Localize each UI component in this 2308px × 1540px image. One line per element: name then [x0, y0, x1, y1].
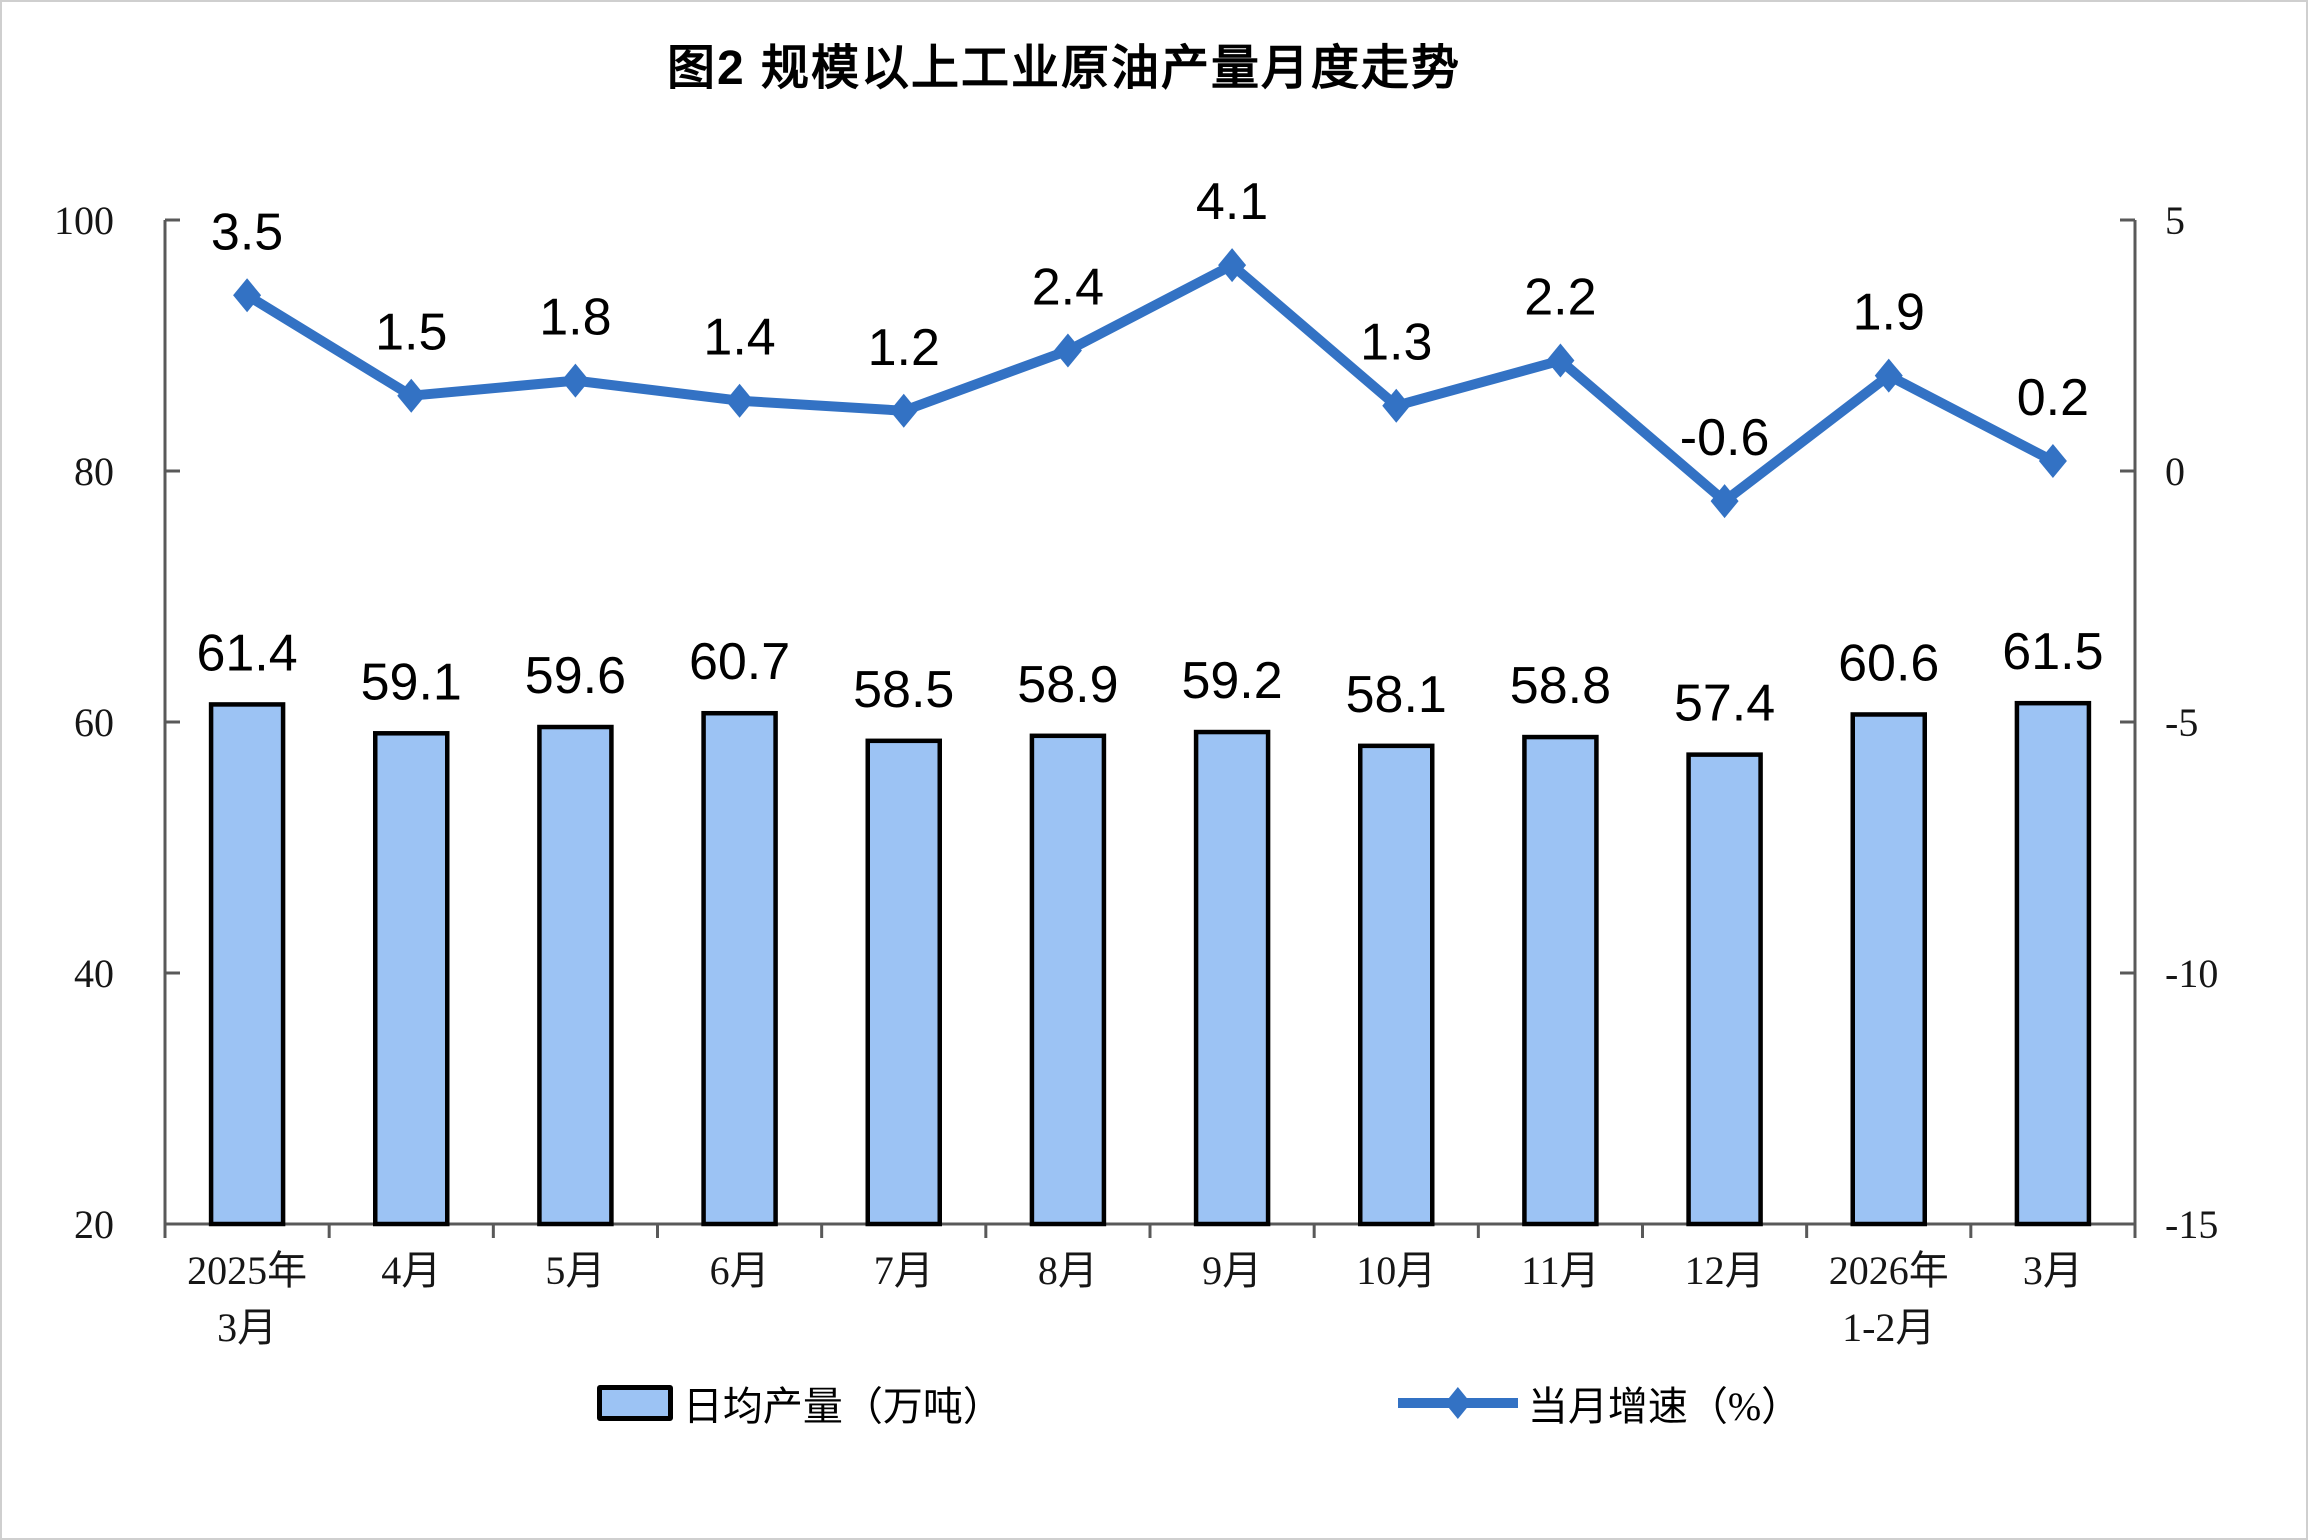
line-value-label: 1.8: [539, 289, 611, 347]
line-value-label: -0.6: [1680, 409, 1770, 467]
bar: [2014, 700, 2092, 1227]
legend-item-bar: 日均产量（万吨）: [596, 1374, 1003, 1432]
left-axis-tick-label: 100: [54, 198, 114, 243]
line-point-marker: [1053, 333, 1082, 368]
x-axis-category-label: 8月: [1038, 1248, 1098, 1293]
line-value-label: 2.4: [1032, 259, 1104, 317]
right-axis-tick-label: 0: [2165, 449, 2185, 494]
chart-title: 图2 规模以上工业原油产量月度走势: [666, 42, 1462, 95]
bar: [865, 738, 942, 1227]
left-axis-tick-label: 20: [74, 1202, 114, 1247]
bar: [1686, 752, 1763, 1227]
bar-value-label: 60.6: [1838, 634, 1939, 692]
line-value-label: 3.5: [211, 203, 283, 261]
x-axis-category-label: 10月: [1356, 1248, 1436, 1293]
bar-value-label: 61.5: [2002, 623, 2103, 681]
line-point-marker: [889, 393, 918, 428]
line-point-marker: [561, 363, 590, 398]
line-value-label: 0.2: [2017, 369, 2089, 427]
line-point-marker: [233, 278, 262, 313]
line-series-diamond-icon: [1444, 1387, 1471, 1419]
chart-legend: 日均产量（万吨） 当月增速（%）: [2, 1374, 2306, 1432]
x-axis-category-label: 9月: [1202, 1248, 1262, 1293]
x-axis-category-label: 6月: [710, 1248, 770, 1293]
x-axis-category-label: 4月: [381, 1248, 441, 1293]
bar: [1193, 729, 1271, 1227]
bar-value-label: 58.8: [1510, 657, 1611, 715]
line-value-label: 1.4: [703, 309, 775, 367]
line-value-label: 4.1: [1196, 173, 1268, 231]
x-axis-category-label: 3月: [2023, 1248, 2083, 1293]
right-axis-tick-label: -10: [2165, 951, 2218, 996]
bar: [1358, 743, 1435, 1227]
bar: [537, 724, 614, 1227]
bar-value-label: 58.5: [853, 661, 954, 719]
bar-value-label: 57.4: [1674, 675, 1775, 733]
bar-value-label: 60.7: [689, 633, 790, 691]
bar: [1522, 734, 1599, 1227]
line-value-label: 2.2: [1524, 269, 1596, 327]
x-axis-category-label: 11月: [1521, 1248, 1600, 1293]
line-point-marker: [1218, 248, 1247, 283]
line-series-swatch: [1397, 1387, 1518, 1419]
growth-line: [242, 260, 2058, 507]
bar: [208, 702, 286, 1227]
line-point-marker: [397, 378, 426, 413]
x-axis-category-label: 2026年 1-2月: [1829, 1248, 1949, 1350]
x-axis-category-label: 5月: [545, 1248, 605, 1293]
bar-value-label: 59.1: [361, 653, 462, 711]
line-point-marker: [1874, 358, 1903, 393]
bar-value-label: 59.6: [525, 647, 626, 705]
line-point-marker: [725, 383, 754, 418]
right-axis-tick-label: -5: [2165, 700, 2198, 745]
line-point-marker: [1382, 388, 1411, 423]
bar-value-label: 58.9: [1017, 656, 1118, 714]
bar: [1029, 733, 1107, 1227]
line-point-marker: [2038, 443, 2067, 478]
bar: [701, 710, 778, 1227]
left-axis-tick-label: 40: [74, 951, 114, 996]
x-axis-category-label: 2025年 3月: [187, 1248, 307, 1350]
line-series-label: 当月增速（%）: [1527, 1384, 1802, 1429]
left-axis-tick-label: 80: [74, 449, 114, 494]
right-axis-tick-label: -15: [2165, 1202, 2218, 1247]
bar-series-label: 日均产量（万吨）: [682, 1384, 1003, 1429]
line-value-label: 1.5: [375, 304, 447, 362]
line-value-label: 1.3: [1360, 314, 1432, 372]
x-axis-category-label: 7月: [874, 1248, 934, 1293]
line-point-marker: [1546, 343, 1575, 378]
line-value-label: 1.9: [1853, 284, 1925, 342]
legend-item-line: 当月增速（%）: [1397, 1374, 1802, 1432]
line-point-marker: [1710, 484, 1739, 519]
bar: [1850, 712, 1927, 1227]
line-value-label: 1.2: [868, 319, 940, 377]
right-axis-tick-label: 5: [2165, 198, 2185, 243]
bar-series-swatch: [596, 1385, 673, 1421]
bar-value-label: 61.4: [196, 624, 297, 682]
bar: [373, 731, 450, 1227]
x-axis-category-label: 12月: [1685, 1248, 1765, 1293]
left-axis-tick-label: 60: [74, 700, 114, 745]
bar-value-label: 59.2: [1181, 652, 1282, 710]
bar-value-label: 58.1: [1346, 666, 1447, 724]
